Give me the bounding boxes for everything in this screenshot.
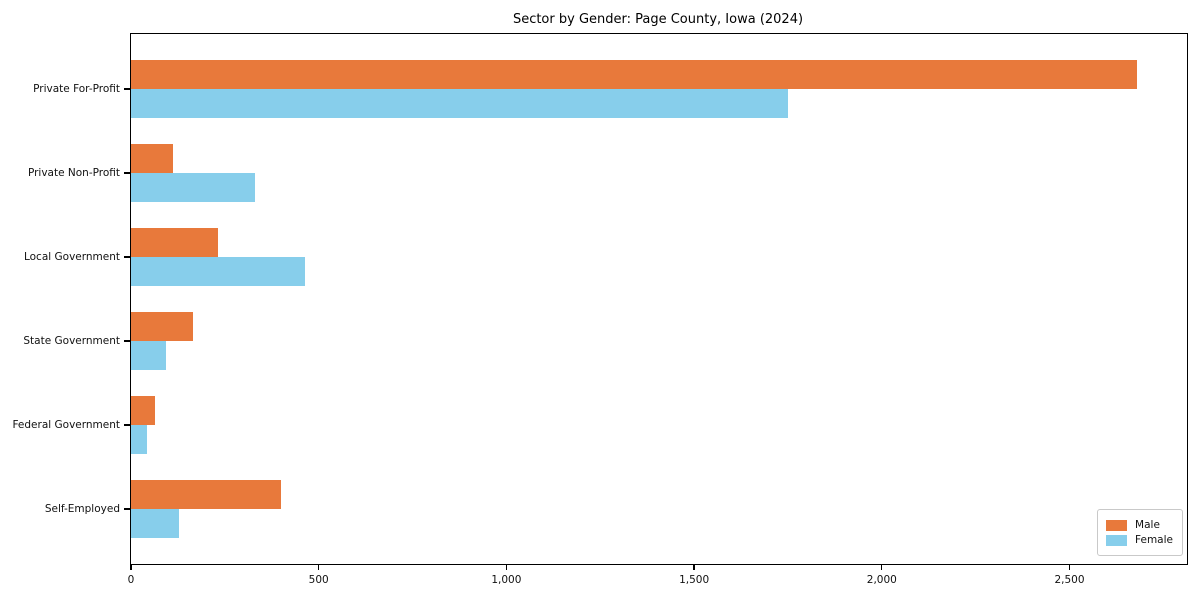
y-tick-label: Self-Employed <box>44 503 120 515</box>
x-tick-mark <box>130 564 132 570</box>
bar-female <box>131 257 305 286</box>
y-tick-mark <box>124 424 131 426</box>
bar-male <box>131 60 1137 89</box>
bar-male <box>131 312 193 341</box>
legend-swatch-female <box>1106 534 1128 546</box>
bar-male <box>131 396 156 425</box>
x-tick-mark <box>881 564 883 570</box>
x-tick-label: 1,000 <box>491 574 522 586</box>
bar-male <box>131 144 174 173</box>
y-tick-mark <box>124 340 131 342</box>
bar-female <box>131 89 789 118</box>
legend-swatch-male <box>1106 519 1128 531</box>
bar-male <box>131 480 281 509</box>
legend-item-female: Female <box>1106 534 1173 546</box>
x-tick-mark <box>318 564 320 570</box>
x-tick-label: 1,500 <box>679 574 710 586</box>
x-tick-label: 500 <box>308 574 329 586</box>
legend-label-male: Male <box>1135 519 1160 531</box>
y-tick-mark <box>124 172 131 174</box>
y-tick-label: Local Government <box>23 251 120 263</box>
legend-label-female: Female <box>1135 534 1173 546</box>
bar-female <box>131 173 255 202</box>
bar-female <box>131 341 166 370</box>
y-tick-label: Private Non-Profit <box>27 167 120 179</box>
x-tick-mark <box>505 564 508 570</box>
y-tick-mark <box>124 508 131 510</box>
plot-area: Private For-Profit Private Non-Profit Loca… <box>12 33 1188 586</box>
y-tick-label: Federal Government <box>12 419 120 431</box>
y-tick-label: Private For-Profit <box>33 83 120 95</box>
y-tick-label: State Government <box>23 335 120 347</box>
legend: Male Female <box>1097 509 1183 556</box>
y-tick-mark <box>124 256 131 258</box>
bar-female <box>131 509 179 538</box>
x-tick-label: 0 <box>127 574 135 586</box>
x-tick-label: 2,000 <box>866 574 897 586</box>
x-tick-mark <box>1068 564 1071 570</box>
bar-female <box>131 425 148 454</box>
y-tick-mark <box>124 88 131 90</box>
chart-title: Sector by Gender: Page County, Iowa (202… <box>512 12 804 27</box>
bar-male <box>131 228 218 257</box>
x-tick-label: 2,500 <box>1054 574 1085 586</box>
x-tick-mark <box>693 564 695 570</box>
legend-item-male: Male <box>1106 519 1173 531</box>
